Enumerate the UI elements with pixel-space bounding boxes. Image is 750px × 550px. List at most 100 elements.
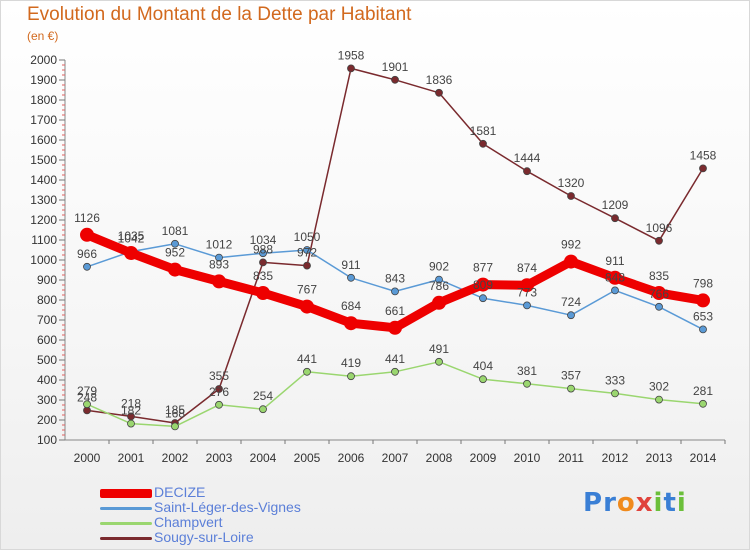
series-point bbox=[567, 384, 575, 393]
series-point bbox=[215, 400, 223, 409]
data-label: 893 bbox=[209, 257, 229, 271]
data-label: 248 bbox=[77, 390, 97, 404]
series-point bbox=[124, 246, 138, 260]
legend-label: Champvert bbox=[154, 514, 223, 530]
data-label: 1444 bbox=[514, 151, 541, 165]
series-point bbox=[347, 273, 355, 282]
x-tick-label: 2014 bbox=[690, 451, 717, 465]
y-tick-label: 400 bbox=[37, 373, 57, 387]
data-label: 786 bbox=[429, 279, 449, 293]
x-tick-label: 2011 bbox=[558, 451, 584, 465]
y-tick-label: 1000 bbox=[30, 253, 57, 267]
x-tick-label: 2013 bbox=[646, 451, 673, 465]
series-point bbox=[215, 253, 223, 262]
x-tick-label: 2008 bbox=[426, 451, 453, 465]
x-tick-label: 2010 bbox=[514, 451, 541, 465]
data-label: 1035 bbox=[118, 229, 145, 243]
data-label: 1581 bbox=[470, 124, 497, 138]
chart-unit-label: (en €) bbox=[27, 29, 59, 43]
data-label: 1012 bbox=[206, 238, 233, 252]
y-tick-label: 1400 bbox=[30, 173, 57, 187]
series-point bbox=[699, 164, 707, 173]
series-point bbox=[435, 88, 443, 97]
y-tick-label: 2000 bbox=[30, 53, 57, 67]
x-tick-label: 2006 bbox=[338, 451, 365, 465]
legend-swatch bbox=[100, 488, 152, 498]
data-label: 684 bbox=[341, 299, 361, 313]
data-label: 302 bbox=[649, 380, 669, 394]
x-tick-label: 2003 bbox=[206, 451, 233, 465]
data-label: 835 bbox=[649, 269, 669, 283]
series-point bbox=[391, 75, 399, 84]
data-label: 992 bbox=[561, 238, 581, 252]
series-point bbox=[435, 275, 443, 284]
y-tick-label: 1900 bbox=[30, 73, 57, 87]
series-point bbox=[655, 236, 663, 245]
data-label: 1050 bbox=[294, 230, 321, 244]
series-point bbox=[83, 262, 91, 271]
data-label: 1836 bbox=[426, 73, 453, 87]
data-label: 798 bbox=[693, 276, 713, 290]
data-label: 357 bbox=[561, 369, 581, 383]
series-point bbox=[256, 286, 270, 300]
data-label: 848 bbox=[605, 270, 625, 284]
series-point bbox=[699, 325, 707, 334]
series-point bbox=[479, 139, 487, 148]
series-point bbox=[652, 286, 666, 300]
series-point bbox=[344, 316, 358, 331]
series-point bbox=[476, 277, 490, 292]
series-point bbox=[212, 274, 226, 289]
data-label: 333 bbox=[605, 373, 625, 387]
y-tick-label: 1600 bbox=[30, 133, 57, 147]
logo-letter: t bbox=[663, 488, 677, 518]
data-label: 766 bbox=[649, 287, 669, 301]
legend-label: Saint-Léger-des-Vignes bbox=[154, 499, 301, 515]
data-label: 877 bbox=[473, 261, 493, 275]
data-label: 441 bbox=[385, 352, 405, 366]
series-point bbox=[523, 379, 531, 388]
logo-letter: i bbox=[653, 488, 664, 518]
data-label: 355 bbox=[209, 369, 229, 383]
series-point bbox=[523, 301, 531, 310]
data-label: 281 bbox=[693, 384, 713, 398]
series-point bbox=[303, 261, 311, 270]
data-label: 218 bbox=[121, 396, 141, 410]
series-point bbox=[479, 375, 487, 384]
legend-label: DECIZE bbox=[154, 484, 206, 500]
data-label: 835 bbox=[253, 269, 273, 283]
series-point bbox=[391, 287, 399, 296]
legend-swatch bbox=[100, 536, 152, 540]
series-point bbox=[127, 419, 135, 428]
y-tick-label: 200 bbox=[37, 413, 57, 427]
series-point bbox=[567, 311, 575, 320]
series-point bbox=[171, 239, 179, 248]
data-label: 1034 bbox=[250, 233, 277, 247]
data-label: 1081 bbox=[162, 224, 189, 238]
data-label: 404 bbox=[473, 359, 493, 373]
series-point bbox=[388, 320, 402, 335]
data-label: 972 bbox=[297, 246, 317, 260]
axes: 100 200 300 400 500 600 700 800 900 1000 1100 1200 1… bbox=[30, 53, 726, 465]
series-point bbox=[655, 395, 663, 404]
data-label: 874 bbox=[517, 261, 537, 275]
x-tick-label: 2004 bbox=[250, 451, 277, 465]
series-point bbox=[435, 357, 443, 366]
series-point bbox=[611, 389, 619, 398]
data-label: 491 bbox=[429, 342, 449, 356]
series-point bbox=[479, 294, 487, 303]
data-label: 809 bbox=[473, 278, 493, 292]
data-label: 1320 bbox=[558, 176, 585, 190]
legend-label: Sougy-sur-Loire bbox=[154, 529, 254, 545]
data-label: 911 bbox=[341, 258, 360, 272]
series-point bbox=[608, 270, 622, 285]
data-label: 381 bbox=[517, 364, 537, 378]
series-point bbox=[303, 367, 311, 376]
chart-title: Evolution du Montant de la Dette par Hab… bbox=[27, 4, 412, 25]
x-tick-label: 2001 bbox=[118, 451, 145, 465]
series-point bbox=[347, 64, 355, 73]
series-point bbox=[699, 399, 707, 408]
x-tick-label: 2005 bbox=[294, 451, 321, 465]
series-point bbox=[80, 227, 94, 242]
series-point bbox=[347, 372, 355, 381]
